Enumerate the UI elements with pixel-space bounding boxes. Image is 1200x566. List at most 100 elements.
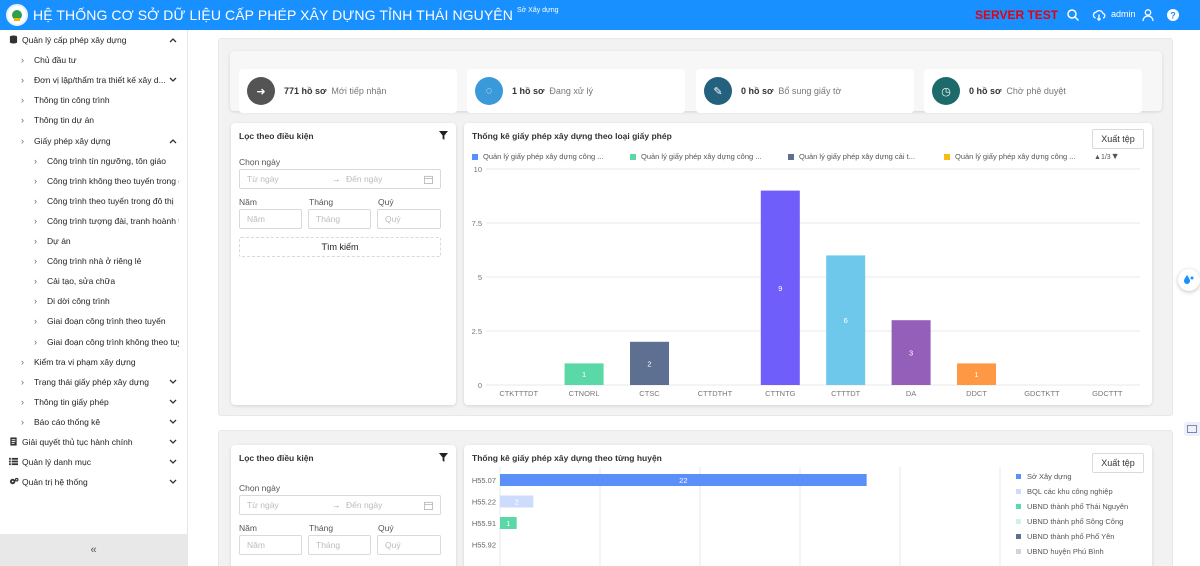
legend-item[interactable]: BQL các khu công nghiệp [1016,487,1113,496]
filter-icon[interactable] [439,453,448,462]
sidebar-item[interactable]: › Di dời công trình [0,291,187,311]
export-button-2[interactable]: Xuất tệp [1092,453,1144,473]
legend-swatch [1016,489,1021,494]
logo-icon [6,4,28,26]
date-range-input-2[interactable]: Từ ngày → Đến ngày [239,495,441,515]
sidebar-item-label: Giải quyết thủ tục hành chính [22,437,133,447]
month-input-2[interactable]: Tháng [308,535,371,555]
chevron-down-icon [169,477,177,487]
sidebar-item[interactable]: › Công trình nhà ở riêng lẻ [0,251,187,271]
legend-item[interactable]: UBND thành phố Sông Công [1016,517,1123,526]
date-range-input[interactable]: Từ ngày → Đến ngày [239,169,441,189]
legend-swatch [630,153,636,160]
floating-assistant-button[interactable] [1178,269,1200,291]
export-button[interactable]: Xuất tệp [1092,129,1144,149]
user-name[interactable]: admin [1111,9,1136,19]
bar[interactable] [564,363,604,385]
sidebar-item[interactable]: › Công trình theo tuyến trong đô thị [0,191,187,211]
sidebar-item[interactable]: › Dự án [0,231,187,251]
legend-item[interactable]: Quản lý giấy phép xây dựng cải t... [788,152,915,161]
stat-value: 1 hồ sơ [512,86,545,96]
help-icon[interactable]: ? [1166,8,1180,22]
sidebar-item[interactable]: › Đơn vị lập/thẩm tra thiết kế xây d... [0,70,187,90]
legend-page: 1/3 [1100,154,1111,161]
side-panel-toggle[interactable] [1184,422,1200,436]
filter-title-2: Lọc theo điều kiện [239,453,314,463]
sidebar-item-label: Giai đoạn công trình theo tuyến [47,316,166,327]
sidebar-item[interactable]: › Công trình tín ngưỡng, tôn giáo [0,151,187,171]
sidebar-item[interactable]: Quản lý cấp phép xây dựng [0,30,187,50]
sign-in-icon: ➜ [247,77,275,105]
bar[interactable] [826,255,866,385]
bar[interactable] [500,474,867,486]
legend-swatch [1016,534,1021,539]
sidebar-item[interactable]: › Thông tin công trình [0,90,187,110]
bar[interactable] [891,320,931,385]
bar[interactable] [500,495,534,508]
sidebar-item[interactable]: › Giai đoạn công trình theo tuyến [0,311,187,331]
legend-item[interactable]: UBND thành phố Phổ Yên [1016,532,1114,541]
sidebar-item[interactable]: › Giấy phép xây dựng [0,131,187,151]
bar[interactable] [957,363,996,385]
filter-icon[interactable] [439,131,448,140]
sidebar-item[interactable]: › Trạng thái giấy phép xây dựng [0,372,187,392]
stat-card[interactable]: ◷ 0 hồ sơ Chờ phê duyệt [924,69,1142,113]
legend-next-icon[interactable]: ▼ [1110,151,1120,161]
sidebar-item-label: Di dời công trình [47,296,110,307]
y-tick-label: H55.22 [472,498,496,507]
year-input-2[interactable]: Năm [239,535,302,555]
sidebar-item[interactable]: › Cải tạo, sửa chữa [0,271,187,291]
year-input[interactable]: Năm [239,209,302,229]
sidebar-item-label: Giấy phép xây dựng [34,135,111,146]
sidebar-item-label: Thông tin dự án [34,115,95,126]
legend-prev-icon[interactable]: ▲ [1094,154,1101,161]
legend-item[interactable]: UBND thành phố Thái Nguyên [1016,502,1128,511]
legend-label: UBND thành phố Sông Công [1027,517,1124,526]
bar[interactable] [630,341,669,385]
legend-label: Sở Xây dựng [1027,472,1072,481]
sidebar-item[interactable]: Giải quyết thủ tục hành chính [0,432,187,452]
bar[interactable] [760,190,800,385]
sidebar-item[interactable]: › Công trình không theo tuyến trong đô [0,171,187,191]
sidebar-item[interactable]: › Giai đoạn công trình không theo tuyế [0,332,187,352]
stat-card[interactable]: ➜ 771 hồ sơ Mới tiếp nhận [239,69,457,113]
filter-card: Lọc theo điều kiện Chọn ngày Từ ngày → Đ… [231,123,456,405]
quarter-input-2[interactable]: Quý [377,535,441,555]
sidebar-item[interactable]: › Chủ đầu tư [0,50,187,70]
month-input[interactable]: Tháng [308,209,371,229]
legend-item[interactable]: Quản lý giấy phép xây dựng công ... [472,152,604,161]
user-icon[interactable] [1141,8,1155,22]
legend-item[interactable]: Quản lý giấy phép xây dựng công ... [630,152,762,161]
sidebar-item-label: Giai đoạn công trình không theo tuyế [47,336,179,347]
sidebar-item-label: Đơn vị lập/thẩm tra thiết kế xây d... [34,75,166,86]
cloud-download-icon[interactable] [1092,8,1106,22]
sidebar-item[interactable]: › Báo cáo thống kê [0,412,187,432]
sidebar-item[interactable]: › Kiểm tra vi phạm xây dựng [0,352,187,372]
sidebar-item[interactable]: › Công trình tượng đài, tranh hoành tr [0,211,187,231]
sidebar-item-label: Kiểm tra vi phạm xây dựng [34,356,136,367]
sidebar-item[interactable]: Quản trị hệ thống [0,472,187,492]
stat-card[interactable]: ✎ 0 hồ sơ Bổ sung giấy tờ [696,69,914,113]
sidebar-collapse-button[interactable]: « [0,534,187,566]
search-button[interactable]: Tìm kiếm [239,237,441,257]
gears-icon [9,477,19,488]
quarter-input[interactable]: Quý [377,209,441,229]
chevron-right-icon: › [34,236,37,246]
stat-card[interactable]: ◌ 1 hồ sơ Đang xử lý [467,69,685,113]
legend-item[interactable]: Sở Xây dựng [1016,472,1072,481]
sidebar-item-label: Công trình không theo tuyến trong đô [47,175,179,186]
legend-label: UBND thành phố Phổ Yên [1027,532,1115,541]
legend-item[interactable]: Quản lý giấy phép xây dựng công ... [944,152,1076,161]
sidebar-item[interactable]: › Thông tin dự án [0,110,187,130]
sidebar-item[interactable]: Quản lý danh mục [0,452,187,472]
chevron-right-icon: › [21,135,24,146]
bar[interactable] [500,517,517,529]
stat-label: Đang xử lý [549,86,593,96]
sidebar-item[interactable]: › Thông tin giấy phép [0,392,187,412]
arrow-right-icon: → [332,174,341,184]
legend-item[interactable]: UBND huyện Phú Bình [1016,547,1104,556]
legend-label: BQL các khu công nghiệp [1027,487,1113,496]
search-icon[interactable] [1066,8,1080,22]
calendar-icon [424,501,433,510]
main-content: ➜ 771 hồ sơ Mới tiếp nhận ◌ 1 hồ sơ Đang xử l… [188,30,1200,566]
